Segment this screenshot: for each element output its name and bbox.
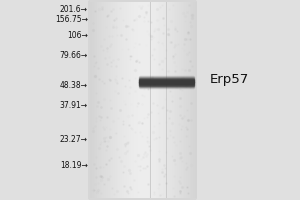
Bar — [103, 2, 104, 198]
Bar — [181, 2, 182, 198]
Bar — [149, 2, 151, 198]
Bar — [136, 2, 138, 198]
Bar — [128, 2, 129, 198]
Text: 48.38→: 48.38→ — [60, 80, 88, 90]
Bar — [177, 2, 179, 198]
Bar — [142, 2, 143, 198]
Bar — [90, 2, 92, 198]
Bar — [188, 2, 190, 198]
Text: 23.27→: 23.27→ — [60, 136, 88, 144]
Bar — [172, 2, 174, 198]
Bar — [120, 2, 122, 198]
Text: Erp57: Erp57 — [210, 73, 249, 86]
Bar — [167, 2, 168, 198]
Bar — [138, 2, 140, 198]
Bar — [104, 2, 106, 198]
Bar — [92, 2, 94, 198]
Bar — [108, 2, 109, 198]
Text: 79.66→: 79.66→ — [60, 50, 88, 60]
Bar — [143, 2, 145, 198]
Bar — [140, 2, 142, 198]
Bar — [134, 2, 136, 198]
Text: 18.19→: 18.19→ — [60, 160, 88, 170]
Bar — [115, 2, 117, 198]
Text: 106→: 106→ — [67, 30, 88, 40]
Bar — [122, 2, 124, 198]
Bar — [101, 2, 102, 198]
Bar — [111, 2, 113, 198]
Bar — [159, 2, 161, 198]
Bar — [129, 2, 131, 198]
Bar — [158, 2, 159, 198]
Bar — [161, 2, 163, 198]
Text: 37.91→: 37.91→ — [60, 100, 88, 110]
Bar — [124, 2, 126, 198]
Bar — [165, 2, 167, 198]
Bar — [113, 2, 115, 198]
Bar — [154, 2, 156, 198]
Bar — [94, 2, 95, 198]
Bar — [152, 2, 154, 198]
Text: 201.6→: 201.6→ — [60, 5, 88, 15]
Bar — [126, 2, 127, 198]
Bar — [130, 2, 195, 198]
FancyBboxPatch shape — [88, 0, 197, 200]
Bar — [184, 2, 186, 198]
Bar — [156, 2, 158, 198]
Bar — [193, 2, 195, 198]
Bar — [110, 2, 111, 198]
Bar — [163, 2, 165, 198]
Bar — [176, 2, 177, 198]
Bar — [182, 2, 184, 198]
Bar — [168, 2, 170, 198]
Bar — [99, 2, 100, 198]
Bar — [170, 2, 172, 198]
Bar — [179, 2, 181, 198]
Bar — [174, 2, 176, 198]
Bar — [97, 2, 99, 198]
Bar — [95, 2, 97, 198]
Bar — [117, 2, 118, 198]
Bar — [186, 2, 188, 198]
Bar — [151, 2, 152, 198]
Bar — [145, 2, 147, 198]
Bar — [118, 2, 120, 198]
Text: 156.75→: 156.75→ — [55, 16, 88, 24]
Bar — [147, 2, 149, 198]
Bar — [195, 2, 197, 198]
Bar — [133, 2, 134, 198]
Bar — [191, 2, 193, 198]
Bar — [106, 2, 108, 198]
Bar — [190, 2, 191, 198]
Bar — [131, 2, 133, 198]
